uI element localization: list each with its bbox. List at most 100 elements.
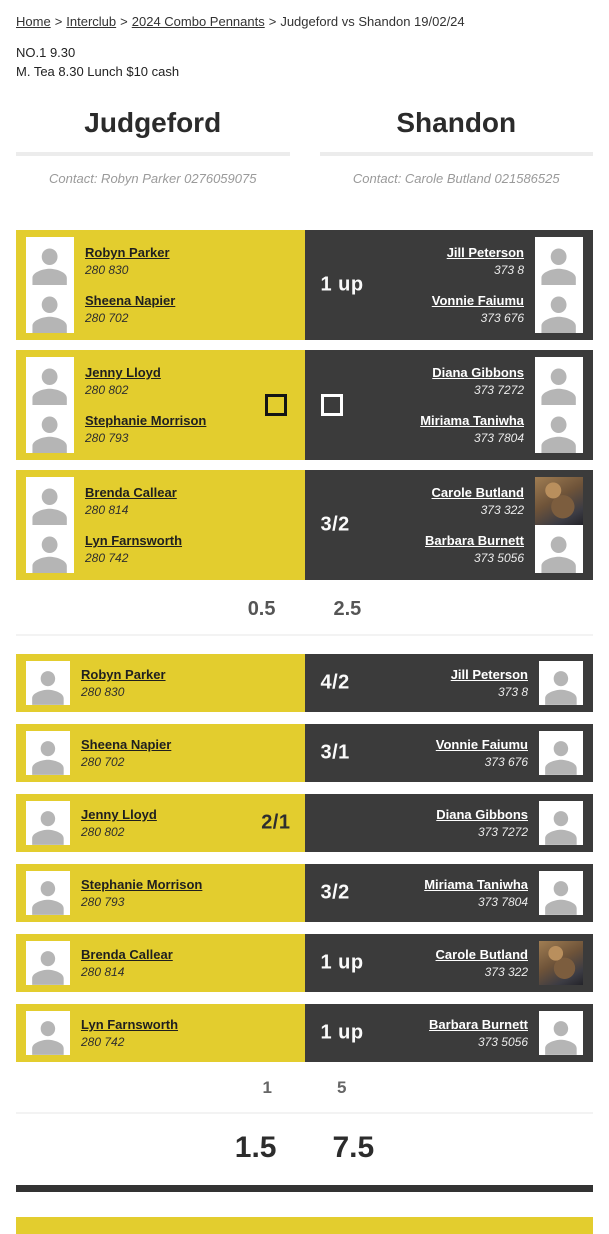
match-score-away: 1 up	[320, 1021, 364, 1044]
singles-total-away: 5	[337, 1078, 347, 1097]
match-checkbox-home[interactable]	[264, 394, 287, 416]
grand-totals: 1.5 7.5	[16, 1130, 593, 1166]
match-home-side: Jenny Lloyd 280 802 Stephanie Morrison 2…	[16, 350, 305, 460]
breadcrumb-separator: >	[120, 14, 128, 29]
match-home-side: Sheena Napier 280 702	[16, 724, 305, 782]
player-avatar	[26, 285, 74, 333]
player-name-link[interactable]: Sheena Napier	[81, 737, 172, 752]
player: Barbara Burnett 373 5056	[429, 1011, 583, 1055]
player-number: 280 802	[85, 383, 129, 397]
player-number: 373 7804	[477, 895, 528, 909]
person-icon	[541, 536, 577, 573]
player: Robyn Parker 280 830	[26, 661, 166, 705]
breadcrumb: Home > Interclub >2024 Combo Pennants > Judge…	[16, 14, 593, 29]
match-away-side: 1 up Carole Butland 373 322	[304, 934, 593, 992]
player-name-link[interactable]: Jenny Lloyd	[81, 807, 157, 822]
player-name-link[interactable]: Barbara Burnett	[425, 533, 524, 548]
player-name-link[interactable]: Sheena Napier	[85, 293, 176, 308]
player-number: 373 8	[493, 263, 524, 277]
player-name-link[interactable]: Miriama Taniwha	[420, 413, 524, 428]
player-name-link[interactable]: Robyn Parker	[85, 245, 170, 260]
match-home-side: Brenda Callear 280 814	[16, 934, 305, 992]
match-score-away: 3/2	[320, 513, 350, 536]
player: Jill Peterson 373 8	[447, 237, 583, 285]
person-icon	[32, 536, 68, 573]
player-number: 373 5056	[477, 1035, 528, 1049]
home-team-header: Judgeford Contact: Robyn Parker 02760590…	[16, 107, 290, 186]
match-away-side: 3/2 Miriama Taniwha 373 7804	[304, 864, 593, 922]
match-home-side: Robyn Parker 280 830 Sheena Napier 280 7…	[16, 230, 305, 340]
match-home-side: Robyn Parker 280 830	[16, 654, 305, 712]
player-name-link[interactable]: Carole Butland	[435, 947, 528, 962]
player-name-link[interactable]: Carole Butland	[431, 485, 524, 500]
event-info-line2: M. Tea 8.30 Lunch $10 cash	[16, 64, 180, 79]
player-name-link[interactable]: Vonnie Faiumu	[431, 293, 524, 308]
player-name-link[interactable]: Lyn Farnsworth	[81, 1017, 179, 1032]
player-name-link[interactable]: Brenda Callear	[85, 485, 177, 500]
section-end-bar	[16, 1185, 593, 1192]
player-name-link[interactable]: Jill Peterson	[446, 245, 524, 260]
player-name-link[interactable]: Diana Gibbons	[436, 807, 528, 822]
player-info: Carole Butland 373 322	[432, 485, 524, 517]
player: Jenny Lloyd 280 802	[26, 801, 157, 845]
player-avatar	[26, 731, 70, 775]
player-number: 280 814	[81, 965, 125, 979]
match-score-away: 4/2	[320, 671, 350, 694]
player-avatar	[26, 525, 74, 573]
match-score-away: 1 up	[320, 273, 364, 296]
player-avatar	[26, 801, 70, 845]
player: Stephanie Morrison 280 793	[26, 405, 295, 453]
player: Jill Peterson 373 8	[451, 661, 583, 705]
player-number: 280 830	[81, 685, 125, 699]
player-avatar	[26, 1011, 70, 1055]
player-name-link[interactable]: Lyn Farnsworth	[85, 533, 183, 548]
player-info: Diana Gibbons 373 7272	[432, 365, 524, 397]
match-row: Sheena Napier 280 702 3/1 Vonnie Faiumu …	[16, 724, 593, 782]
player-info: Lyn Farnsworth 280 742	[85, 533, 182, 565]
player: Miriama Taniwha 373 7804	[420, 405, 583, 453]
grand-total-home: 1.5	[234, 1131, 277, 1164]
player-info: Miriama Taniwha 373 7804	[424, 877, 528, 909]
match-row: Brenda Callear 280 814 1 up Carole Butla…	[16, 934, 593, 992]
match-away-side: 1 up Jill Peterson 373 8 Vonnie Faiumu 3…	[304, 230, 593, 340]
match-row: 2/1 Jenny Lloyd 280 802 Diana Gibbons 37…	[16, 794, 593, 852]
home-team-underline	[16, 152, 290, 156]
player-number: 280 830	[85, 263, 129, 277]
player-name-link[interactable]: Barbara Burnett	[429, 1017, 528, 1032]
player-name-link[interactable]: Jill Peterson	[450, 667, 528, 682]
match-away-side: 4/2 Jill Peterson 373 8	[304, 654, 593, 712]
match-score-home: 2/1	[261, 811, 291, 834]
player-avatar	[26, 405, 74, 453]
match-away-side: Diana Gibbons 373 7272 Miriama Taniwha 3…	[304, 350, 593, 460]
match-score-away: 3/2	[320, 881, 350, 904]
player-name-link[interactable]: Vonnie Faiumu	[435, 737, 528, 752]
player: Vonnie Faiumu 373 676	[432, 285, 583, 333]
player: Sheena Napier 280 702	[26, 285, 295, 333]
player: Vonnie Faiumu 373 676	[436, 731, 583, 775]
player-info: Lyn Farnsworth 280 742	[81, 1017, 178, 1049]
person-icon	[545, 1021, 577, 1055]
match-row: Lyn Farnsworth 280 742 1 up Barbara Burn…	[16, 1004, 593, 1062]
player-name-link[interactable]: Miriama Taniwha	[424, 877, 528, 892]
breadcrumb-link-home[interactable]: Home	[16, 14, 51, 29]
player-number: 280 793	[81, 895, 125, 909]
home-team-contact: Contact: Robyn Parker 0276059075	[49, 171, 257, 186]
match-home-side: Brenda Callear 280 814 Lyn Farnsworth 28…	[16, 470, 305, 580]
player-number: 373 676	[480, 311, 524, 325]
player-name-link[interactable]: Robyn Parker	[81, 667, 166, 682]
player-name-link[interactable]: Jenny Lloyd	[85, 365, 161, 380]
player-name-link[interactable]: Stephanie Morrison	[81, 877, 203, 892]
breadcrumb-link-interclub[interactable]: Interclub	[66, 14, 117, 29]
breadcrumb-link-combo-pennants[interactable]: 2024 Combo Pennants	[131, 14, 265, 29]
pairs-total-home: 0.5	[247, 598, 276, 620]
match-score-away: 3/1	[320, 741, 350, 764]
player-info: Barbara Burnett 373 5056	[425, 533, 524, 565]
player-name-link[interactable]: Diana Gibbons	[432, 365, 524, 380]
player-name-link[interactable]: Brenda Callear	[81, 947, 173, 962]
player-number: 373 7804	[473, 431, 524, 445]
person-icon	[32, 881, 64, 915]
player: Lyn Farnsworth 280 742	[26, 1011, 178, 1055]
person-icon	[32, 951, 64, 985]
match-checkbox-away[interactable]	[320, 394, 343, 416]
player-name-link[interactable]: Stephanie Morrison	[85, 413, 207, 428]
